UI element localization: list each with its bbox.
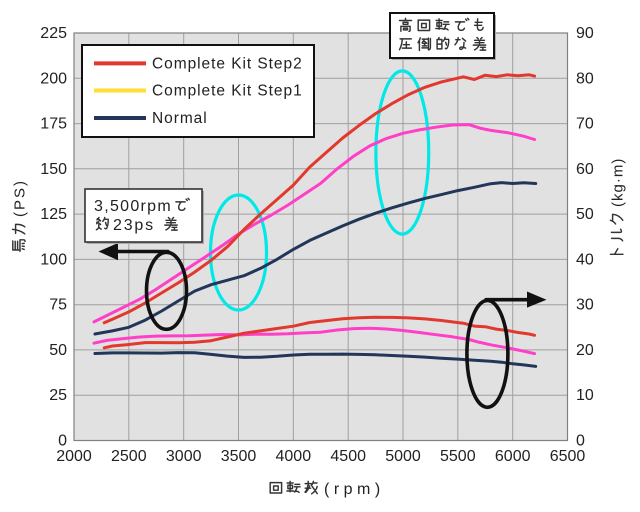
- svg-text:20: 20: [576, 342, 594, 359]
- svg-text:3000: 3000: [166, 448, 202, 465]
- svg-text:Complete Kit Step2: Complete Kit Step2: [152, 56, 303, 73]
- svg-text:150: 150: [40, 161, 67, 178]
- svg-text:225: 225: [40, 25, 67, 42]
- svg-text:25: 25: [49, 387, 67, 404]
- svg-text:200: 200: [40, 70, 67, 87]
- svg-text:6500: 6500: [550, 448, 586, 465]
- svg-text:30: 30: [576, 297, 594, 314]
- svg-text:3500: 3500: [221, 448, 257, 465]
- svg-text:40: 40: [576, 251, 594, 268]
- svg-text:2000: 2000: [56, 448, 92, 465]
- svg-text:0: 0: [58, 433, 67, 450]
- svg-text:80: 80: [576, 70, 594, 87]
- svg-text:0: 0: [576, 433, 585, 450]
- svg-text:2500: 2500: [111, 448, 147, 465]
- svg-text:23ps: 23ps: [113, 217, 155, 234]
- svg-text:(PS): (PS): [12, 179, 29, 217]
- svg-text:100: 100: [40, 251, 67, 268]
- svg-text:50: 50: [576, 206, 594, 223]
- svg-text:4500: 4500: [330, 448, 366, 465]
- svg-text:70: 70: [576, 116, 594, 133]
- svg-text:(rpm): (rpm): [324, 481, 385, 498]
- svg-text:75: 75: [49, 297, 67, 314]
- svg-text:90: 90: [576, 25, 594, 42]
- svg-text:50: 50: [49, 342, 67, 359]
- svg-text:125: 125: [40, 206, 67, 223]
- svg-text:4000: 4000: [276, 448, 312, 465]
- svg-text:10: 10: [576, 387, 594, 404]
- svg-text:Complete Kit Step1: Complete Kit Step1: [152, 83, 303, 100]
- svg-text:(kg·m): (kg·m): [610, 158, 627, 207]
- svg-text:3,500rpm: 3,500rpm: [94, 198, 172, 215]
- svg-text:6000: 6000: [495, 448, 531, 465]
- svg-text:5000: 5000: [385, 448, 421, 465]
- svg-text:60: 60: [576, 161, 594, 178]
- svg-text:Normal: Normal: [152, 110, 208, 127]
- svg-text:175: 175: [40, 116, 67, 133]
- svg-text:5500: 5500: [440, 448, 476, 465]
